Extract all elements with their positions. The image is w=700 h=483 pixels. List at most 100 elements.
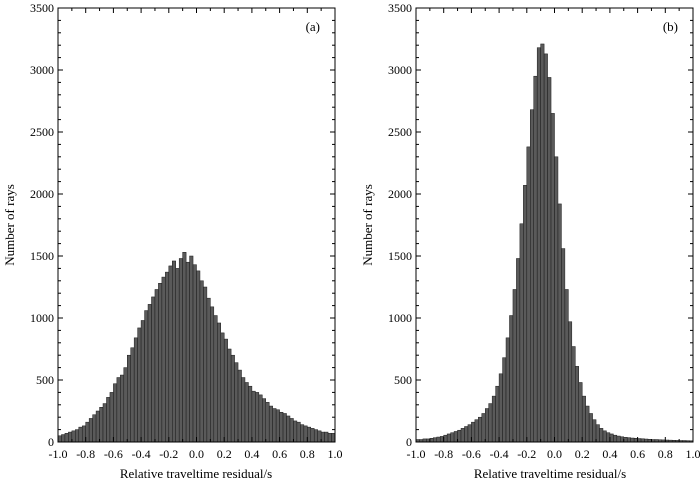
histogram-bar-a xyxy=(206,297,211,443)
histogram-bar-b xyxy=(564,289,569,443)
histogram-bar-a xyxy=(282,413,287,443)
y-tick-label-b: 3000 xyxy=(388,63,412,77)
histogram-bar-a xyxy=(116,377,121,443)
histogram-bar-b xyxy=(557,203,562,443)
histogram-bar-b xyxy=(599,428,604,443)
histogram-bar-a xyxy=(95,410,100,443)
y-tick-label-b: 1500 xyxy=(388,249,412,263)
x-tick-label-a: -0.2 xyxy=(159,447,178,461)
histogram-bar-a xyxy=(102,403,107,443)
y-tick-label-a: 2500 xyxy=(30,125,54,139)
x-tick-labels-b: -1.0 -0.8 -0.6 -0.4 -0.2 0.0 0.2 0.4 0.6 0.8 1.0 xyxy=(407,447,700,461)
histogram-bar-a xyxy=(172,260,176,443)
histogram-bar-b xyxy=(581,395,586,443)
histogram-bar-a xyxy=(213,315,218,443)
panel-b: Number of rays -1.0 -0.8 -0.6 -0.4 -0.2 0.0 0.… xyxy=(360,1,700,481)
histogram-bar-a xyxy=(182,252,187,443)
histogram-bar-a xyxy=(310,428,315,443)
histogram-bar-a xyxy=(293,420,298,443)
y-tick-label-b: 500 xyxy=(394,373,412,387)
histogram-bar-b xyxy=(498,373,503,443)
histogram-bar-b xyxy=(606,432,611,443)
histogram-bar-a xyxy=(227,348,232,443)
histogram-bar-b xyxy=(550,113,555,443)
histogram-bar-a xyxy=(147,304,152,443)
histogram-bar-a xyxy=(178,258,183,443)
y-tick-label-b: 0 xyxy=(406,435,412,449)
histogram-bar-a xyxy=(81,425,86,443)
histogram-bar-a xyxy=(210,306,215,443)
histogram-bar-b xyxy=(620,436,624,443)
histogram-bar-a xyxy=(120,374,125,443)
histogram-bar-a xyxy=(127,354,131,443)
histogram-bar-a xyxy=(75,429,80,443)
histogram-bar-a xyxy=(217,322,221,443)
y-tick-label-b: 2500 xyxy=(388,125,412,139)
histogram-bar-a xyxy=(251,390,256,443)
histogram-bar-b xyxy=(568,321,573,443)
y-tick-labels-b: 0 500 1000 1500 2000 2500 3000 3500 xyxy=(388,1,412,449)
y-axis-label-b: Number of rays xyxy=(360,184,375,266)
histogram-bar-a xyxy=(140,320,145,443)
panel-a: Number of rays -1.0 -0.8 -0.6 -0.4 -0.2 0.0 0.… xyxy=(2,1,343,481)
y-tick-label-a: 1000 xyxy=(30,311,54,325)
histogram-bar-a xyxy=(151,296,156,443)
histogram-bar-b xyxy=(595,424,600,443)
histogram-bar-b xyxy=(433,437,438,443)
histogram-bar-a xyxy=(113,383,118,443)
histogram-bar-b xyxy=(561,248,566,443)
histogram-bar-a xyxy=(109,392,114,443)
histogram-bar-b xyxy=(523,185,528,443)
x-tick-label-a: -0.4 xyxy=(132,447,151,461)
histogram-bar-a xyxy=(185,261,190,443)
y-tick-labels-a: 0 500 1000 1500 2000 2500 3000 3500 xyxy=(30,1,54,449)
histogram-bar-a xyxy=(255,392,260,443)
histogram-bar-a xyxy=(244,382,249,443)
x-tick-label-a: -1.0 xyxy=(49,447,68,461)
y-tick-label-a: 3500 xyxy=(30,1,54,15)
histogram-bar-a xyxy=(199,280,204,443)
x-tick-label-a: 0.4 xyxy=(244,447,259,461)
histogram-bar-b xyxy=(478,416,483,443)
histogram-bar-a xyxy=(320,431,325,443)
histogram-bar-b xyxy=(505,337,510,443)
panel-label-b: (b) xyxy=(663,19,678,34)
histogram-bar-b xyxy=(491,395,496,443)
y-tick-label-a: 2000 xyxy=(30,187,54,201)
histogram-bar-a xyxy=(327,433,332,443)
histogram-bar-a xyxy=(300,424,305,443)
histogram-bar-b xyxy=(602,430,607,443)
x-tick-label-b: 1.0 xyxy=(686,447,700,461)
histogram-bar-b xyxy=(516,258,521,443)
histogram-bar-b xyxy=(623,437,628,443)
x-tick-label-a: -0.8 xyxy=(76,447,95,461)
histogram-bar-a xyxy=(258,394,263,443)
histogram-bar-a xyxy=(106,397,111,443)
histogram-bar-a xyxy=(262,398,267,443)
histogram-bar-a xyxy=(196,270,201,443)
x-tick-label-a: 0.0 xyxy=(189,447,204,461)
y-axis-label-a: Number of rays xyxy=(2,184,17,266)
x-tick-label-b: 0.4 xyxy=(602,447,617,461)
histogram-bar-b xyxy=(436,436,441,443)
histogram-bar-b xyxy=(460,428,465,443)
histogram-bar-a xyxy=(223,338,228,443)
histogram-bar-b xyxy=(471,421,476,443)
histogram-bar-b xyxy=(512,289,517,443)
histogram-bar-a xyxy=(203,286,208,443)
histogram-bar-a xyxy=(296,421,301,443)
histogram-bar-a xyxy=(133,337,138,443)
y-tick-label-a: 1500 xyxy=(30,249,54,263)
histogram-bar-b xyxy=(571,346,576,443)
histogram-bar-b xyxy=(439,436,444,443)
histogram-bar-b xyxy=(481,413,486,443)
y-tick-label-a: 500 xyxy=(36,373,54,387)
x-tick-label-b: -1.0 xyxy=(407,447,426,461)
histogram-bar-b xyxy=(540,43,545,443)
x-tick-label-b: -0.8 xyxy=(434,447,453,461)
histogram-bar-a xyxy=(324,431,329,443)
histogram-bar-b xyxy=(547,77,552,443)
histogram-bar-b xyxy=(585,405,590,443)
histogram-bar-a xyxy=(192,264,197,443)
